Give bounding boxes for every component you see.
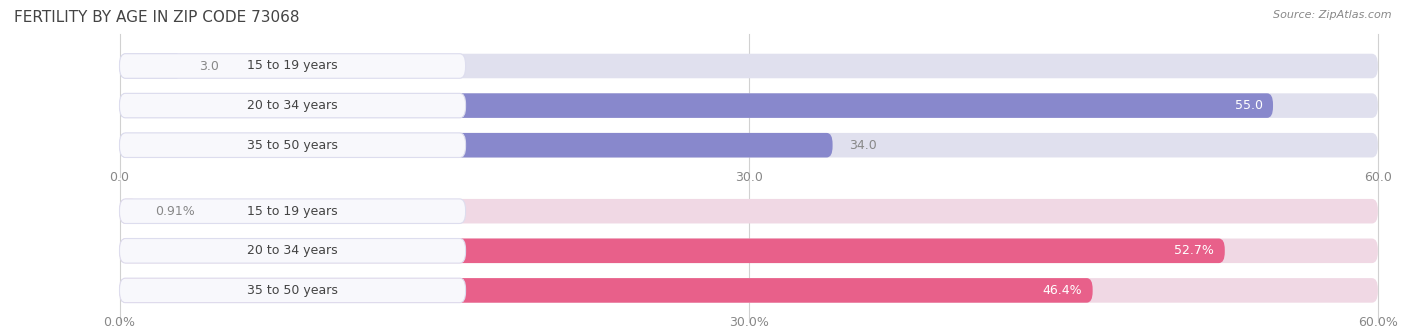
- Text: 15 to 19 years: 15 to 19 years: [247, 205, 337, 218]
- Text: 0.91%: 0.91%: [156, 205, 195, 218]
- FancyBboxPatch shape: [120, 199, 1378, 223]
- FancyBboxPatch shape: [120, 199, 139, 223]
- Text: 55.0: 55.0: [1234, 99, 1263, 112]
- FancyBboxPatch shape: [120, 54, 183, 78]
- FancyBboxPatch shape: [120, 54, 1378, 78]
- FancyBboxPatch shape: [120, 93, 465, 118]
- FancyBboxPatch shape: [120, 133, 1378, 157]
- FancyBboxPatch shape: [120, 278, 1092, 303]
- FancyBboxPatch shape: [120, 278, 465, 303]
- FancyBboxPatch shape: [120, 54, 465, 78]
- FancyBboxPatch shape: [120, 278, 1378, 303]
- FancyBboxPatch shape: [120, 133, 832, 157]
- FancyBboxPatch shape: [120, 239, 465, 263]
- Text: 35 to 50 years: 35 to 50 years: [247, 139, 337, 152]
- FancyBboxPatch shape: [120, 93, 1272, 118]
- FancyBboxPatch shape: [120, 199, 465, 223]
- FancyBboxPatch shape: [120, 93, 1378, 118]
- FancyBboxPatch shape: [120, 239, 1225, 263]
- Text: 46.4%: 46.4%: [1042, 284, 1083, 297]
- Text: 34.0: 34.0: [849, 139, 877, 152]
- FancyBboxPatch shape: [120, 239, 1378, 263]
- Text: 3.0: 3.0: [200, 59, 219, 73]
- Text: 20 to 34 years: 20 to 34 years: [247, 99, 337, 112]
- Text: 15 to 19 years: 15 to 19 years: [247, 59, 337, 73]
- Text: 35 to 50 years: 35 to 50 years: [247, 284, 337, 297]
- Text: Source: ZipAtlas.com: Source: ZipAtlas.com: [1274, 10, 1392, 20]
- FancyBboxPatch shape: [120, 133, 465, 157]
- Text: 20 to 34 years: 20 to 34 years: [247, 244, 337, 257]
- Text: FERTILITY BY AGE IN ZIP CODE 73068: FERTILITY BY AGE IN ZIP CODE 73068: [14, 10, 299, 25]
- Text: 52.7%: 52.7%: [1174, 244, 1215, 257]
